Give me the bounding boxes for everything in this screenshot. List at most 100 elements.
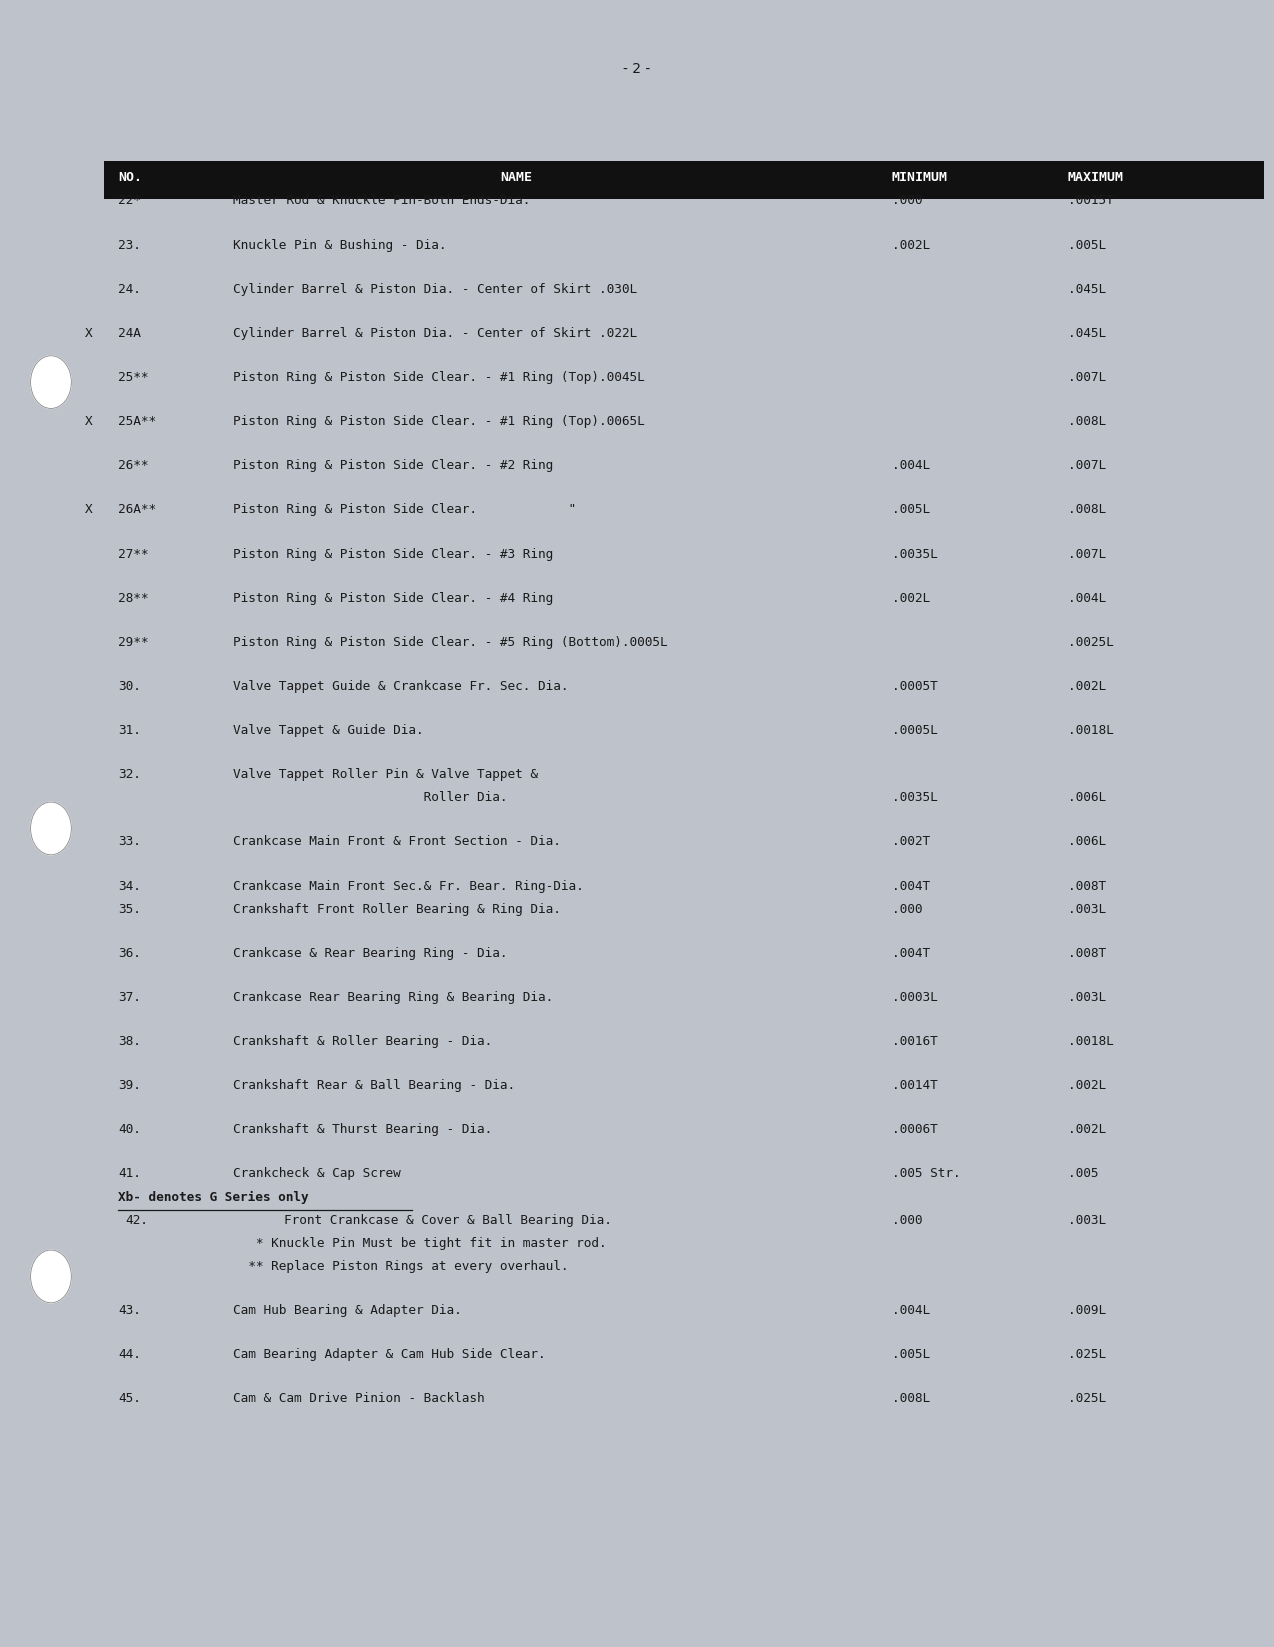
Text: Cam Hub Bearing & Adapter Dia.: Cam Hub Bearing & Adapter Dia. xyxy=(233,1304,462,1318)
Text: Cylinder Barrel & Piston Dia. - Center of Skirt .030L: Cylinder Barrel & Piston Dia. - Center o… xyxy=(233,283,637,296)
Text: 25**: 25** xyxy=(118,371,149,384)
Text: Valve Tappet Guide & Crankcase Fr. Sec. Dia.: Valve Tappet Guide & Crankcase Fr. Sec. … xyxy=(233,680,568,693)
Text: NAME: NAME xyxy=(499,171,533,184)
Circle shape xyxy=(31,1250,71,1303)
Text: .000: .000 xyxy=(892,903,922,916)
Text: .008T: .008T xyxy=(1068,947,1106,960)
Text: Crankshaft & Roller Bearing - Dia.: Crankshaft & Roller Bearing - Dia. xyxy=(233,1034,492,1047)
Text: X: X xyxy=(85,326,93,339)
Text: 35.: 35. xyxy=(118,903,141,916)
Bar xyxy=(104,161,1264,199)
Text: 25A**: 25A** xyxy=(118,415,157,428)
Text: * Knuckle Pin Must be tight fit in master rod.: * Knuckle Pin Must be tight fit in maste… xyxy=(233,1237,606,1250)
Text: 40.: 40. xyxy=(118,1123,141,1136)
Text: Piston Ring & Piston Side Clear. - #1 Ring (Top).0065L: Piston Ring & Piston Side Clear. - #1 Ri… xyxy=(233,415,645,428)
Text: .003L: .003L xyxy=(1068,1214,1106,1227)
Text: .008T: .008T xyxy=(1068,879,1106,893)
Text: NO.: NO. xyxy=(118,171,143,184)
Text: .000: .000 xyxy=(892,1214,922,1227)
Text: MINIMUM: MINIMUM xyxy=(892,171,948,184)
Text: Roller Dia.: Roller Dia. xyxy=(233,791,507,804)
Text: MAXIMUM: MAXIMUM xyxy=(1068,171,1124,184)
Text: .002L: .002L xyxy=(1068,680,1106,693)
Text: Valve Tappet Roller Pin & Valve Tappet &: Valve Tappet Roller Pin & Valve Tappet & xyxy=(233,768,538,781)
Text: .025L: .025L xyxy=(1068,1347,1106,1360)
Text: .009L: .009L xyxy=(1068,1304,1106,1318)
Text: .002L: .002L xyxy=(1068,1123,1106,1136)
Text: Crankcase Main Front & Front Section - Dia.: Crankcase Main Front & Front Section - D… xyxy=(233,835,561,848)
Text: 42.: 42. xyxy=(125,1214,148,1227)
Text: .0014T: .0014T xyxy=(892,1079,938,1092)
Text: .002T: .002T xyxy=(892,835,930,848)
Text: .0018L: .0018L xyxy=(1068,725,1113,738)
Text: .004T: .004T xyxy=(892,879,930,893)
Text: 28**: 28** xyxy=(118,591,149,604)
Text: .002L: .002L xyxy=(892,239,930,252)
Text: Piston Ring & Piston Side Clear. - #2 Ring: Piston Ring & Piston Side Clear. - #2 Ri… xyxy=(233,460,553,473)
Text: .0005T: .0005T xyxy=(892,680,938,693)
Text: .004T: .004T xyxy=(892,947,930,960)
Text: Xb- denotes G Series only: Xb- denotes G Series only xyxy=(118,1191,310,1204)
Text: Cam Bearing Adapter & Cam Hub Side Clear.: Cam Bearing Adapter & Cam Hub Side Clear… xyxy=(233,1347,545,1360)
Text: 23.: 23. xyxy=(118,239,141,252)
Text: .0016T: .0016T xyxy=(892,1034,938,1047)
Text: 22*: 22* xyxy=(118,194,141,208)
Text: Piston Ring & Piston Side Clear. - #1 Ring (Top).0045L: Piston Ring & Piston Side Clear. - #1 Ri… xyxy=(233,371,645,384)
Text: X: X xyxy=(85,504,93,517)
Text: .008L: .008L xyxy=(1068,415,1106,428)
Text: Crankcase Main Front Sec.& Fr. Bear. Ring-Dia.: Crankcase Main Front Sec.& Fr. Bear. Rin… xyxy=(233,879,583,893)
Text: 29**: 29** xyxy=(118,636,149,649)
Text: .005: .005 xyxy=(1068,1168,1098,1181)
Text: 24A: 24A xyxy=(118,326,141,339)
Text: 43.: 43. xyxy=(118,1304,141,1318)
Text: 31.: 31. xyxy=(118,725,141,738)
Text: 45.: 45. xyxy=(118,1392,141,1405)
Text: Front Crankcase & Cover & Ball Bearing Dia.: Front Crankcase & Cover & Ball Bearing D… xyxy=(284,1214,612,1227)
Text: .045L: .045L xyxy=(1068,326,1106,339)
Text: 26A**: 26A** xyxy=(118,504,157,517)
Text: .007L: .007L xyxy=(1068,547,1106,560)
Text: .0003L: .0003L xyxy=(892,991,938,1005)
Text: 39.: 39. xyxy=(118,1079,141,1092)
Text: 41.: 41. xyxy=(118,1168,141,1181)
Circle shape xyxy=(31,356,71,408)
Text: 36.: 36. xyxy=(118,947,141,960)
Text: .045L: .045L xyxy=(1068,283,1106,296)
Text: 44.: 44. xyxy=(118,1347,141,1360)
Text: .0018L: .0018L xyxy=(1068,1034,1113,1047)
Text: Crankcheck & Cap Screw: Crankcheck & Cap Screw xyxy=(233,1168,401,1181)
Text: - 2 -: - 2 - xyxy=(623,63,651,76)
Text: .005L: .005L xyxy=(892,1347,930,1360)
Text: Crankshaft & Thurst Bearing - Dia.: Crankshaft & Thurst Bearing - Dia. xyxy=(233,1123,492,1136)
Text: .002L: .002L xyxy=(892,591,930,604)
Text: X: X xyxy=(85,415,93,428)
Text: 37.: 37. xyxy=(118,991,141,1005)
Text: .003L: .003L xyxy=(1068,903,1106,916)
Text: .008L: .008L xyxy=(1068,504,1106,517)
Text: Piston Ring & Piston Side Clear. - #4 Ring: Piston Ring & Piston Side Clear. - #4 Ri… xyxy=(233,591,553,604)
Text: Cylinder Barrel & Piston Dia. - Center of Skirt .022L: Cylinder Barrel & Piston Dia. - Center o… xyxy=(233,326,637,339)
Text: .008L: .008L xyxy=(892,1392,930,1405)
Text: 30.: 30. xyxy=(118,680,141,693)
Text: Crankshaft Rear & Ball Bearing - Dia.: Crankshaft Rear & Ball Bearing - Dia. xyxy=(233,1079,515,1092)
Text: 32.: 32. xyxy=(118,768,141,781)
Text: Crankcase Rear Bearing Ring & Bearing Dia.: Crankcase Rear Bearing Ring & Bearing Di… xyxy=(233,991,553,1005)
Text: .004L: .004L xyxy=(1068,591,1106,604)
Text: Knuckle Pin & Bushing - Dia.: Knuckle Pin & Bushing - Dia. xyxy=(233,239,447,252)
Text: 38.: 38. xyxy=(118,1034,141,1047)
Text: .004L: .004L xyxy=(892,460,930,473)
Text: .0006T: .0006T xyxy=(892,1123,938,1136)
Text: Piston Ring & Piston Side Clear.            ": Piston Ring & Piston Side Clear. " xyxy=(233,504,576,517)
Text: .006L: .006L xyxy=(1068,791,1106,804)
Text: .006L: .006L xyxy=(1068,835,1106,848)
Text: .005L: .005L xyxy=(892,504,930,517)
Text: Piston Ring & Piston Side Clear. - #5 Ring (Bottom).0005L: Piston Ring & Piston Side Clear. - #5 Ri… xyxy=(233,636,668,649)
Text: Crankshaft Front Roller Bearing & Ring Dia.: Crankshaft Front Roller Bearing & Ring D… xyxy=(233,903,561,916)
Text: 33.: 33. xyxy=(118,835,141,848)
Text: 34.: 34. xyxy=(118,879,141,893)
Text: .007L: .007L xyxy=(1068,460,1106,473)
Text: .004L: .004L xyxy=(892,1304,930,1318)
Text: Crankcase & Rear Bearing Ring - Dia.: Crankcase & Rear Bearing Ring - Dia. xyxy=(233,947,507,960)
Text: .000: .000 xyxy=(892,194,922,208)
Text: Valve Tappet & Guide Dia.: Valve Tappet & Guide Dia. xyxy=(233,725,424,738)
